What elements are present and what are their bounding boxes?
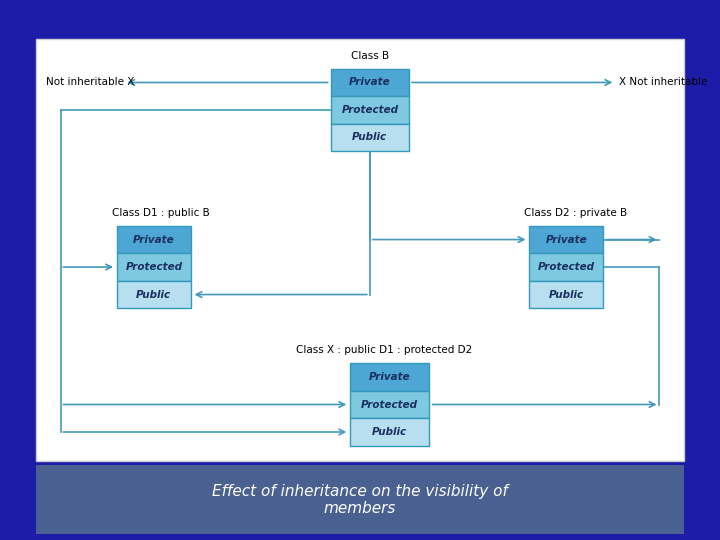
Text: Class B: Class B — [351, 51, 389, 61]
Bar — [330, 69, 409, 96]
Bar — [330, 124, 409, 151]
Bar — [117, 281, 191, 308]
Bar — [330, 96, 409, 124]
Text: Private: Private — [545, 234, 587, 245]
Bar — [117, 253, 191, 281]
Text: Class D2 : private B: Class D2 : private B — [524, 208, 628, 218]
Text: Private: Private — [369, 372, 410, 382]
Text: Protected: Protected — [361, 400, 418, 409]
Text: Public: Public — [372, 427, 407, 437]
Text: Effect of inheritance on the visibility of
members: Effect of inheritance on the visibility … — [212, 483, 508, 516]
Bar — [117, 226, 191, 253]
Bar — [350, 391, 428, 418]
Text: Public: Public — [549, 289, 584, 300]
Bar — [529, 281, 603, 308]
Bar — [529, 253, 603, 281]
Text: Protected: Protected — [125, 262, 182, 272]
Bar — [350, 418, 428, 445]
Text: X Not inheritable: X Not inheritable — [619, 77, 708, 87]
Bar — [36, 465, 684, 534]
Text: Not inheritable X: Not inheritable X — [46, 77, 134, 87]
Bar — [36, 39, 684, 462]
Text: Public: Public — [136, 289, 171, 300]
Text: Public: Public — [352, 132, 387, 143]
Text: Private: Private — [349, 77, 391, 87]
Bar — [529, 226, 603, 253]
Bar — [350, 363, 428, 391]
Text: Protected: Protected — [341, 105, 398, 115]
Text: Private: Private — [133, 234, 175, 245]
Text: Class D1 : public B: Class D1 : public B — [112, 208, 210, 218]
Text: Class X : public D1 : protected D2: Class X : public D1 : protected D2 — [296, 346, 472, 355]
Text: Protected: Protected — [538, 262, 595, 272]
